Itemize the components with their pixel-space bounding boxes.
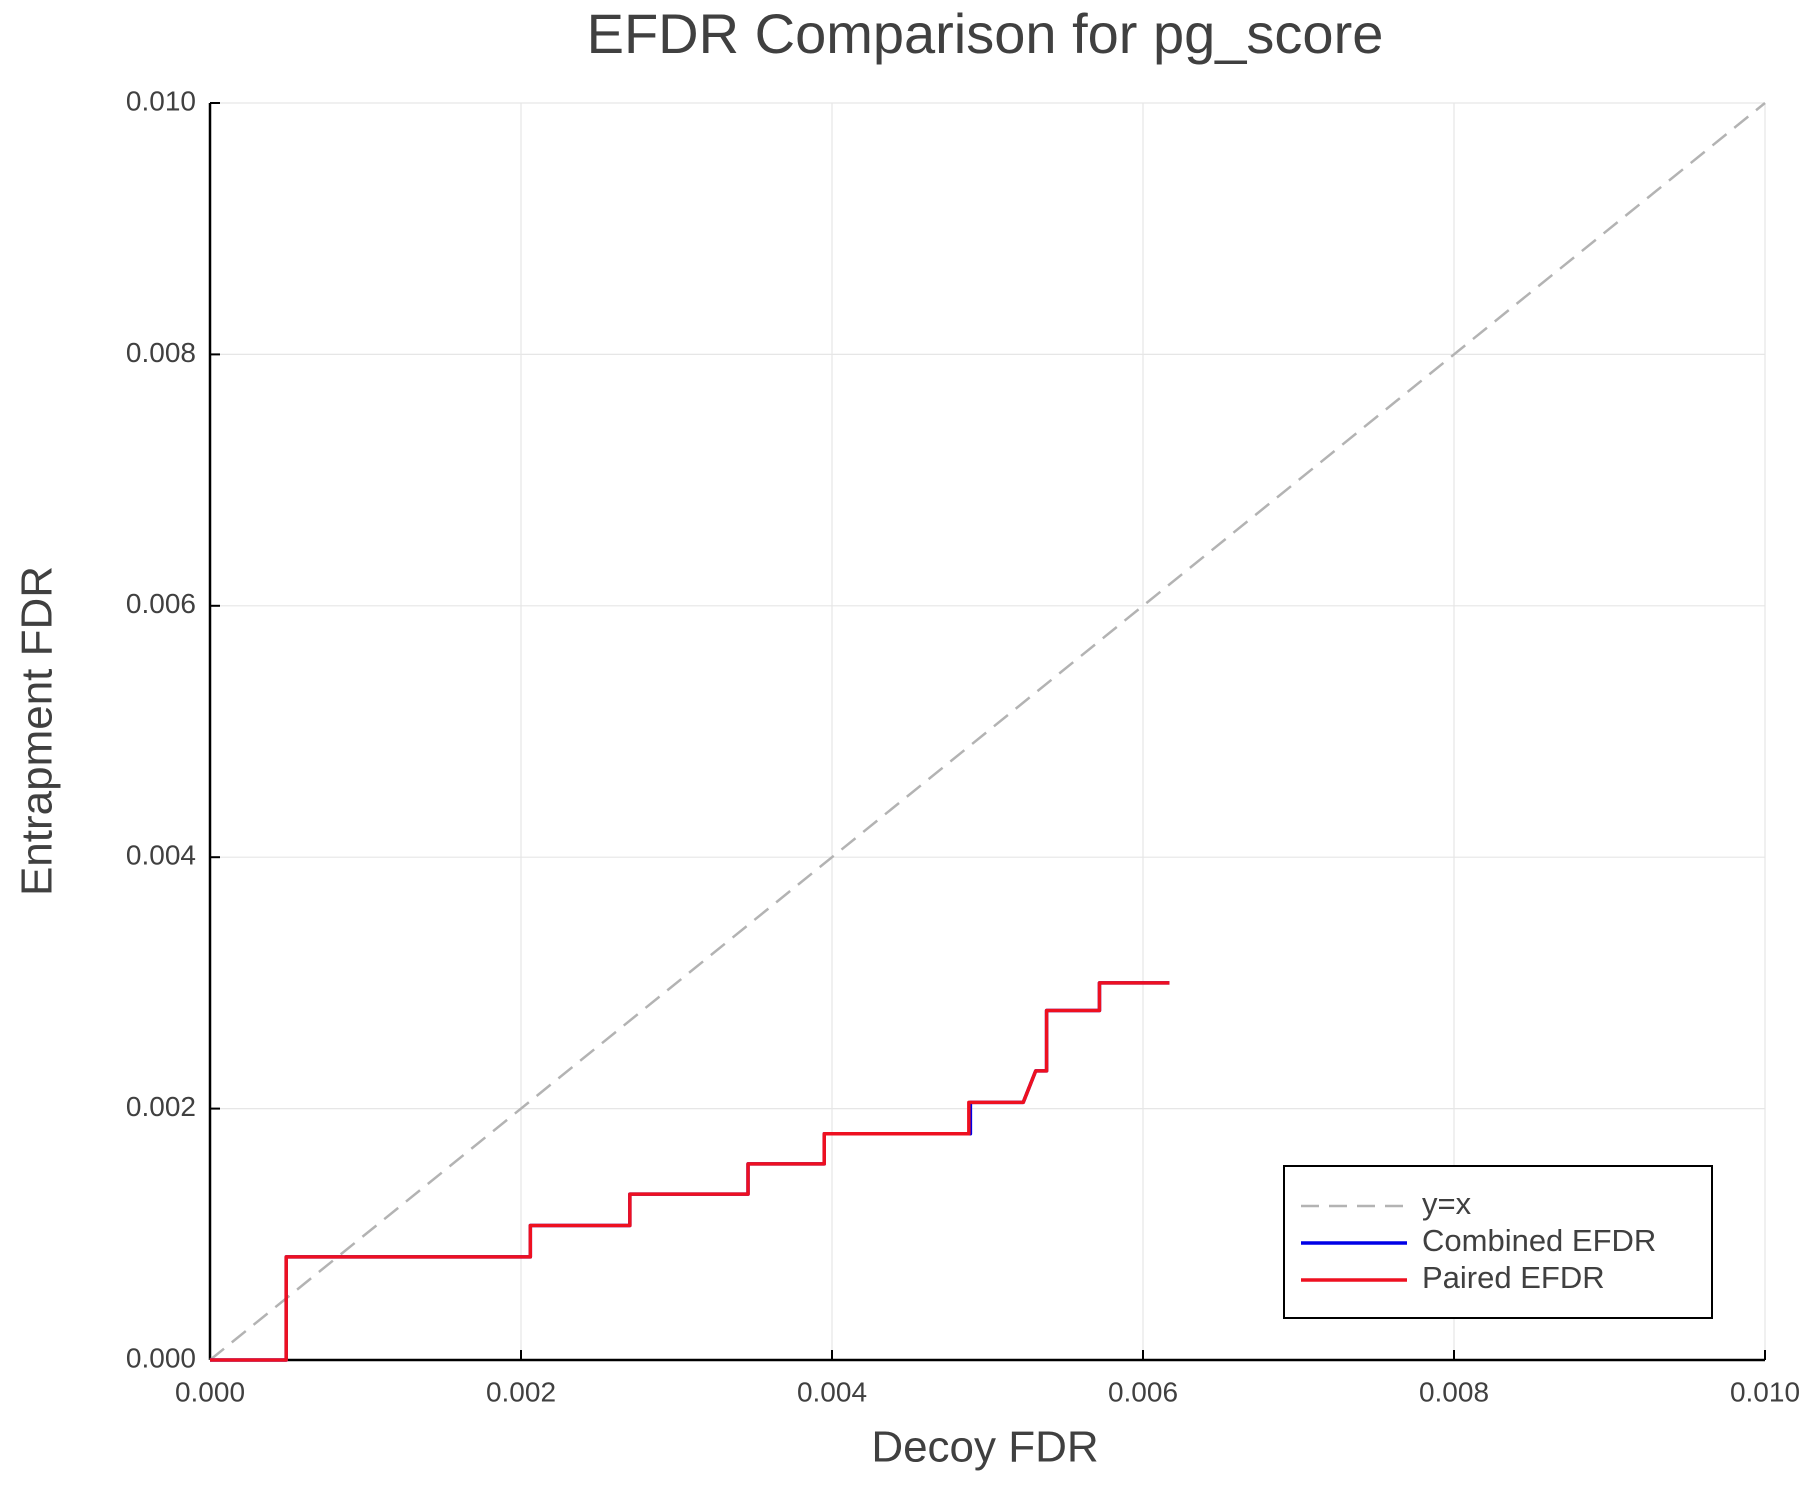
legend-label: y=x: [1422, 1186, 1472, 1221]
series-line: [210, 981, 1170, 1362]
x-tick-label: 0.010: [1730, 1376, 1800, 1407]
y-tick-label: 0.004: [126, 840, 196, 871]
y-tick-label: 0.010: [126, 85, 196, 116]
legend-label: Combined EFDR: [1422, 1223, 1656, 1258]
x-axis-label: Decoy FDR: [871, 1423, 1098, 1472]
legend-label: Paired EFDR: [1422, 1260, 1605, 1295]
y-tick-label: 0.006: [126, 588, 196, 619]
x-tick-label: 0.002: [486, 1376, 556, 1407]
series-line: [210, 981, 1170, 1362]
y-tick-label: 0.002: [126, 1091, 196, 1122]
chart-title: EFDR Comparison for pg_score: [587, 2, 1384, 65]
x-tick-label: 0.008: [1419, 1376, 1489, 1407]
x-tick-label: 0.004: [797, 1376, 867, 1407]
x-tick-label: 0.000: [175, 1376, 245, 1407]
y-axis-label: Entrapment FDR: [13, 566, 62, 896]
y-tick-label: 0.008: [126, 337, 196, 368]
y-tick-label: 0.000: [126, 1342, 196, 1373]
x-tick-label: 0.006: [1108, 1376, 1178, 1407]
series-line: [209, 102, 1766, 1361]
